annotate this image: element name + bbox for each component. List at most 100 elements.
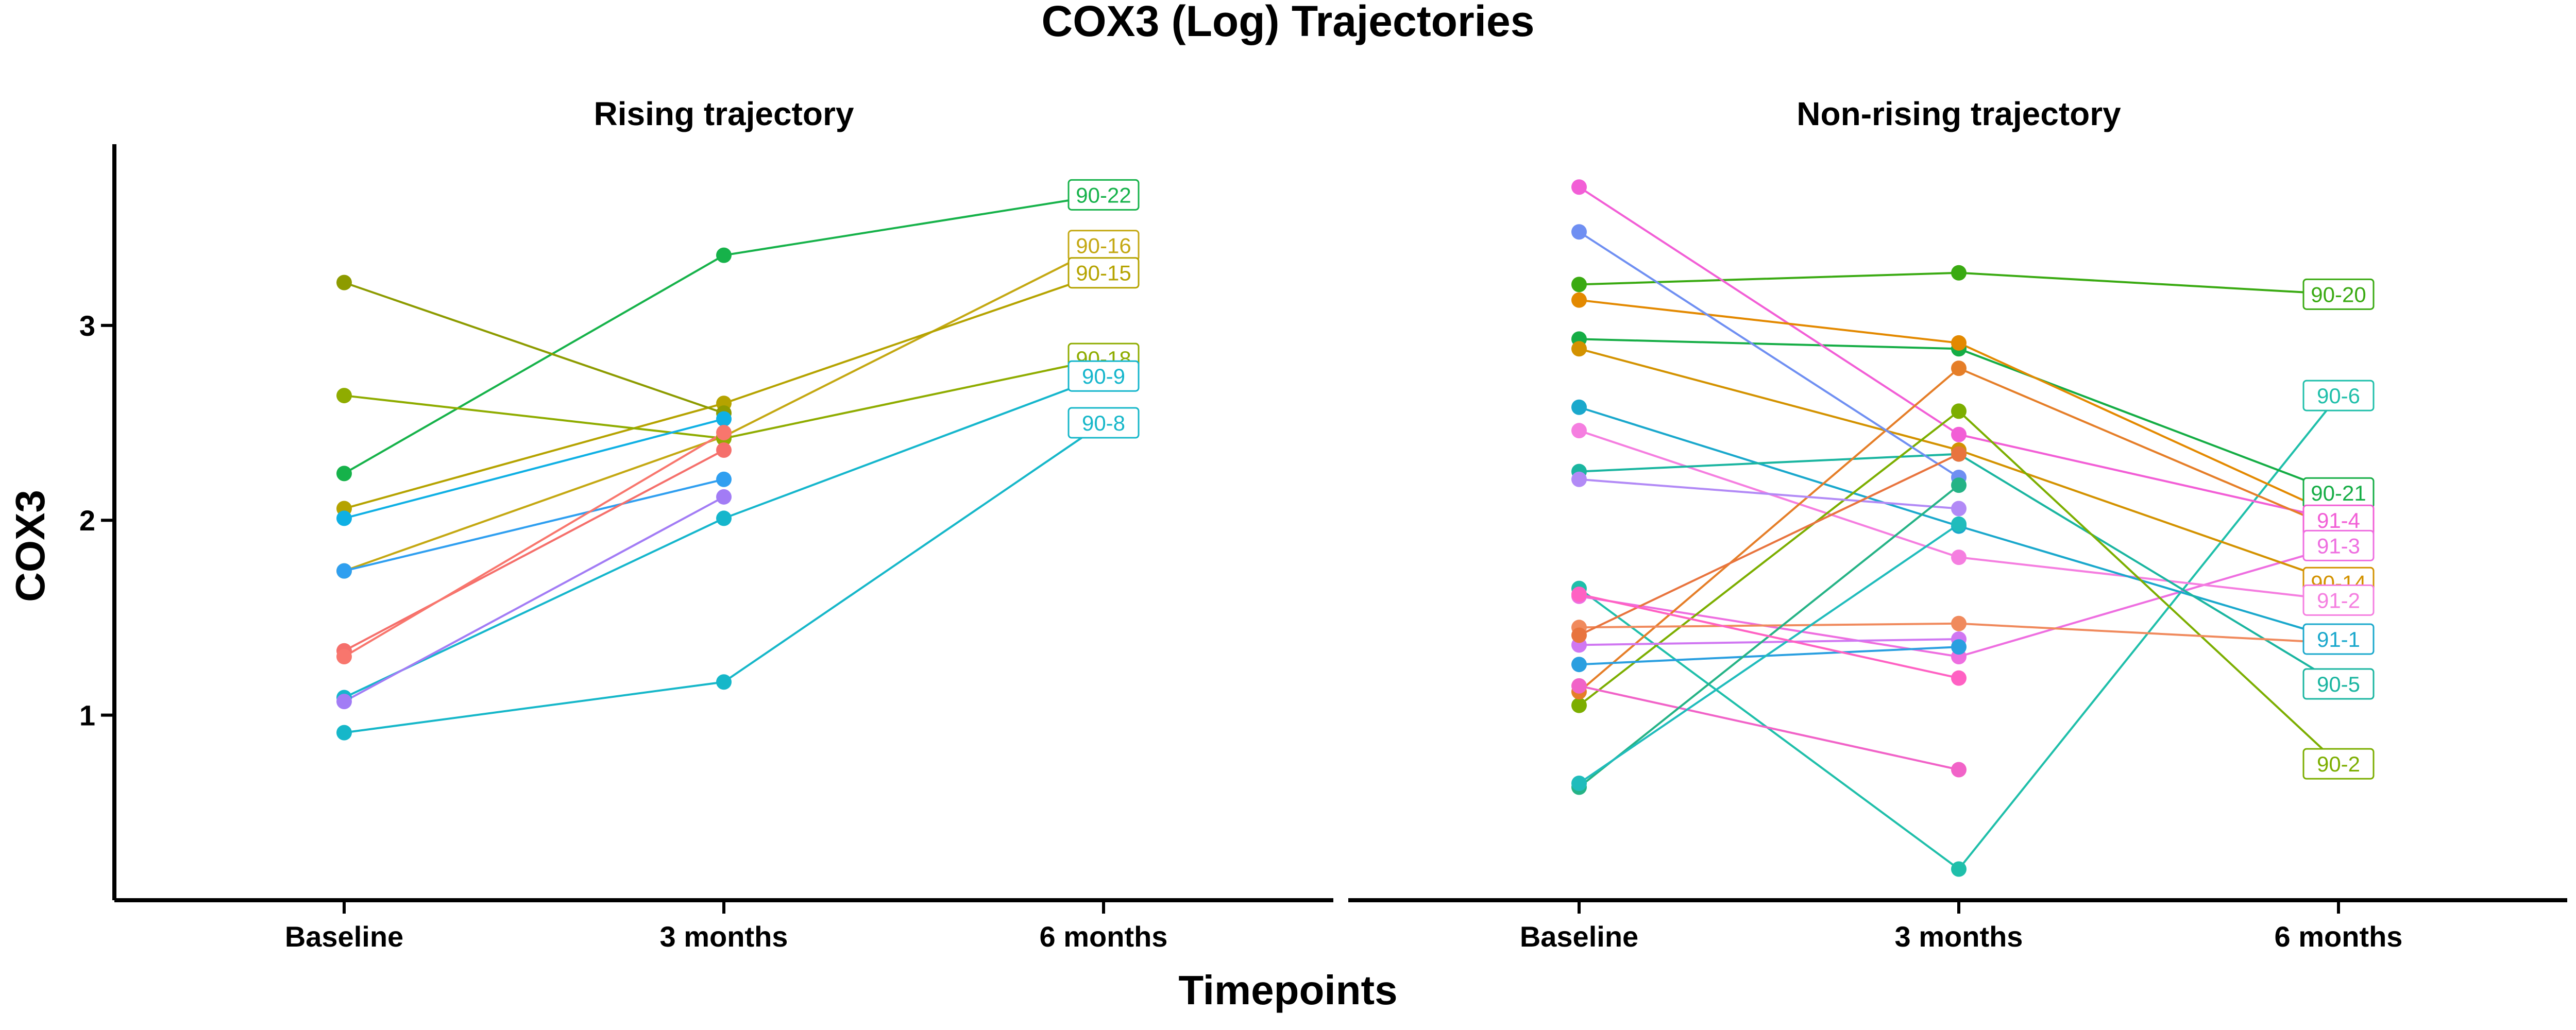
data-point bbox=[336, 510, 352, 526]
data-point bbox=[1951, 403, 1967, 419]
data-point bbox=[1571, 775, 1587, 791]
series-end-label: 90-5 bbox=[2317, 672, 2360, 696]
series-end-label-box bbox=[1067, 179, 1140, 211]
data-point bbox=[1571, 471, 1587, 487]
series-line bbox=[1579, 638, 1959, 646]
series-end-label-box bbox=[2302, 529, 2375, 561]
data-point bbox=[1571, 423, 1587, 439]
data-point bbox=[336, 694, 352, 710]
data-point bbox=[716, 411, 732, 427]
data-point bbox=[1951, 762, 1967, 778]
series-end-label: 90-9 bbox=[1082, 364, 1125, 388]
data-point bbox=[336, 466, 352, 482]
series-line bbox=[344, 281, 724, 415]
y-tick-label: 2 bbox=[79, 504, 95, 537]
series-line bbox=[1579, 684, 1959, 771]
data-point bbox=[1571, 292, 1587, 308]
series-end-label: 90-21 bbox=[2311, 481, 2366, 505]
data-point bbox=[1571, 341, 1587, 357]
data-point bbox=[336, 274, 352, 290]
series-end-label: 90-20 bbox=[2311, 282, 2366, 306]
series-line bbox=[344, 496, 724, 702]
series-end-label: 91-4 bbox=[2317, 508, 2360, 533]
data-point bbox=[1951, 550, 1967, 565]
data-point bbox=[716, 442, 732, 458]
data-point bbox=[1571, 399, 1587, 415]
y-tick-label: 1 bbox=[79, 699, 95, 732]
series-end-label-box bbox=[1067, 257, 1140, 289]
data-point bbox=[1951, 639, 1967, 655]
series-line bbox=[1579, 478, 1959, 510]
series-end-label: 90-6 bbox=[2317, 384, 2360, 408]
data-point bbox=[336, 388, 352, 404]
data-point bbox=[716, 489, 732, 505]
data-point bbox=[1951, 477, 1967, 493]
x-axis-title: Timepoints bbox=[1178, 967, 1397, 1013]
data-point bbox=[1571, 277, 1587, 293]
data-point bbox=[1571, 586, 1587, 602]
x-tick-label: 6 months bbox=[2275, 920, 2403, 953]
data-point bbox=[1951, 335, 1967, 351]
series-line bbox=[1579, 593, 1959, 679]
panel-non-rising: Non-rising trajectory Baseline 3 months 6 … bbox=[1348, 95, 2567, 953]
series-line bbox=[1578, 523, 1960, 784]
series-end-label: 90-22 bbox=[1076, 183, 1131, 207]
series-end-label-box bbox=[2302, 748, 2375, 780]
series-end-label: 91-2 bbox=[2317, 588, 2360, 612]
y-axis: 1 2 3 bbox=[79, 144, 116, 900]
series-line bbox=[344, 449, 724, 652]
series-end-label: 90-2 bbox=[2317, 752, 2360, 776]
series-end-label: 91-1 bbox=[2317, 627, 2360, 651]
series-end-label-box bbox=[2302, 380, 2375, 411]
data-point bbox=[716, 471, 732, 487]
y-axis-title: COX3 bbox=[7, 490, 53, 602]
data-point bbox=[1951, 426, 1967, 442]
data-point bbox=[716, 674, 732, 690]
series-end-label-box bbox=[1067, 407, 1140, 439]
series-line bbox=[344, 478, 724, 572]
data-point bbox=[336, 563, 352, 579]
series-end-label: 90-15 bbox=[1076, 261, 1131, 285]
series-line bbox=[343, 432, 725, 658]
panel-title: Rising trajectory bbox=[594, 95, 854, 132]
series-line bbox=[344, 418, 724, 520]
data-point bbox=[716, 424, 732, 440]
data-point bbox=[716, 247, 732, 263]
x-tick-label: 3 months bbox=[660, 920, 788, 953]
data-point bbox=[716, 510, 732, 526]
x-tick-label: 3 months bbox=[1895, 920, 2023, 953]
series-end-label: 91-3 bbox=[2317, 534, 2360, 558]
panel-title: Non-rising trajectory bbox=[1797, 95, 2121, 132]
x-tick-label: 6 months bbox=[1040, 920, 1168, 953]
data-point bbox=[336, 725, 352, 741]
series-line bbox=[1579, 453, 1959, 637]
data-point bbox=[1951, 516, 1967, 532]
data-point bbox=[1951, 446, 1967, 462]
series-end-label-box bbox=[2302, 668, 2375, 700]
data-point bbox=[1571, 224, 1587, 240]
data-point bbox=[1951, 861, 1967, 877]
data-point bbox=[1571, 678, 1587, 694]
data-point bbox=[1951, 265, 1967, 281]
x-tick-label: Baseline bbox=[1520, 920, 1638, 953]
y-tick-label: 3 bbox=[79, 310, 95, 342]
data-point bbox=[1571, 627, 1587, 643]
series-end-label-box bbox=[2302, 278, 2375, 310]
panel-rising: Rising trajectory Baseline 3 months 6 mont… bbox=[114, 95, 1333, 953]
x-tick-label: Baseline bbox=[285, 920, 403, 953]
series-end-label-box bbox=[2302, 584, 2375, 616]
series-end-label-box bbox=[2302, 623, 2375, 655]
series-end-label-box bbox=[1067, 360, 1140, 392]
series-line bbox=[1578, 231, 1960, 478]
data-point bbox=[1951, 360, 1967, 376]
series-line bbox=[1579, 646, 1959, 666]
series-end-label: 90-16 bbox=[1076, 234, 1131, 258]
data-point bbox=[1571, 179, 1587, 195]
data-point bbox=[1951, 501, 1967, 517]
data-point bbox=[336, 649, 352, 665]
data-point bbox=[1951, 615, 1967, 631]
series-end-label: 90-8 bbox=[1082, 411, 1125, 435]
data-point bbox=[1571, 657, 1587, 673]
chart-title: COX3 (Log) Trajectories bbox=[1042, 0, 1535, 45]
